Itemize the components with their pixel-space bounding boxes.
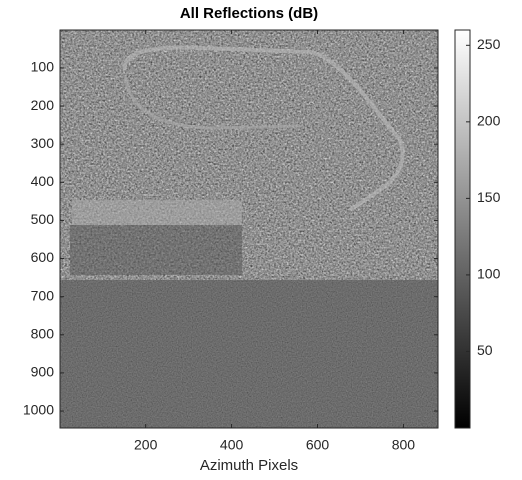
- x-tick-label: 600: [306, 437, 330, 453]
- chart: All Reflections (dB) Azimuth Pixels 200 4…: [0, 0, 522, 480]
- x-tick-label: 200: [134, 437, 158, 453]
- y-tick-label: 500: [31, 211, 55, 227]
- colorbar-tick-label: 200: [477, 113, 501, 129]
- colorbar-tick-label: 250: [477, 36, 501, 52]
- y-tick-label: 900: [31, 364, 55, 380]
- image-lower: [60, 280, 438, 428]
- y-tick-label: 1000: [23, 402, 54, 418]
- colorbar-tick-label: 50: [477, 342, 493, 358]
- colorbar: [455, 30, 470, 428]
- image-building: [70, 225, 242, 275]
- y-tick-label: 100: [31, 59, 55, 75]
- image-building: [72, 200, 242, 225]
- y-tick-label: 400: [31, 173, 55, 189]
- chart-title: All Reflections (dB): [180, 5, 318, 22]
- colorbar-tick-label: 150: [477, 189, 501, 205]
- x-tick-label: 800: [392, 437, 416, 453]
- y-tick-label: 800: [31, 325, 55, 341]
- y-tick-label: 200: [31, 97, 55, 113]
- y-tick-label: 300: [31, 135, 55, 151]
- colorbar-tick-label: 100: [477, 266, 501, 282]
- y-tick-label: 700: [31, 287, 55, 303]
- image-area: [60, 30, 438, 428]
- y-tick-label: 600: [31, 249, 55, 265]
- x-axis-label: Azimuth Pixels: [200, 457, 298, 474]
- x-tick-label: 400: [220, 437, 244, 453]
